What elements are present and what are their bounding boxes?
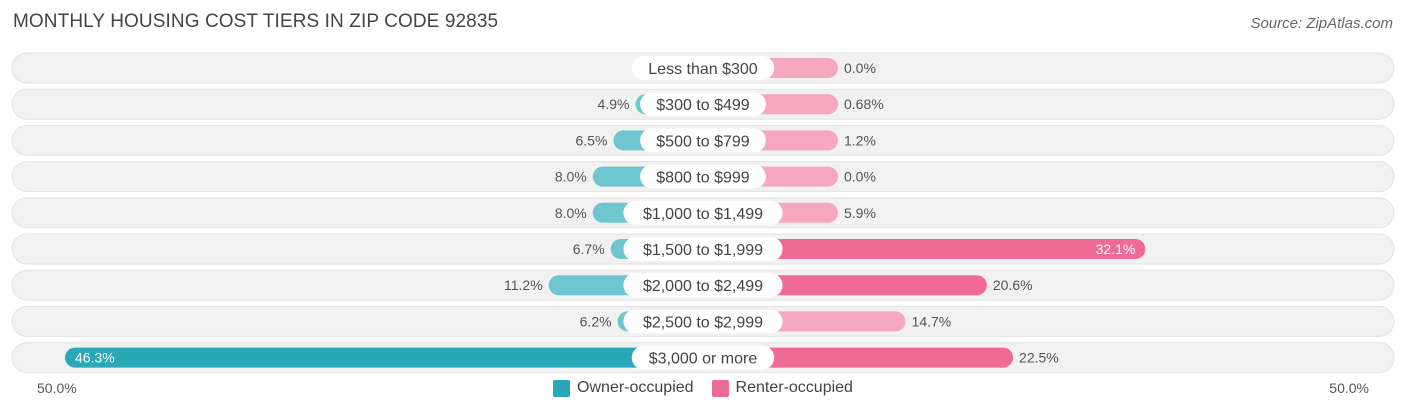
category-pill — [623, 273, 783, 298]
owner-value-label: 6.7% — [573, 241, 605, 257]
chart-title: MONTHLY HOUSING COST TIERS IN ZIP CODE 9… — [13, 11, 499, 32]
category-pill — [623, 200, 783, 225]
renter-value-label: 5.9% — [844, 205, 876, 221]
legend-item-renter: Renter-occupied — [711, 379, 853, 397]
legend: Owner-occupied Renter-occupied — [0, 379, 1406, 397]
category-label: $1,000 to $1,499 — [643, 206, 763, 223]
category-pill — [623, 237, 783, 261]
category-pill — [640, 164, 766, 189]
category-label: $800 to $999 — [656, 170, 750, 187]
renter-value-label: 14.7% — [912, 313, 952, 329]
category-label: $3,000 or more — [649, 351, 758, 368]
category-pill — [631, 56, 775, 80]
legend-renter-label: Renter-occupied — [735, 379, 853, 396]
legend-owner-label: Owner-occupied — [577, 379, 694, 396]
owner-value-label: 8.0% — [555, 169, 587, 185]
renter-value-label: 32.1% — [1096, 241, 1136, 257]
renter-value-label: 0.68% — [844, 96, 884, 112]
legend-item-owner: Owner-occupied — [553, 379, 694, 397]
source-label: Source: ZipAtlas.com — [1250, 15, 1393, 32]
renter-value-label: 20.6% — [993, 277, 1033, 293]
category-label: $2,500 to $2,999 — [643, 314, 763, 331]
category-label: Less than $300 — [648, 61, 758, 78]
renter-bar — [699, 347, 1014, 368]
category-pill — [623, 309, 783, 334]
owner-value-label: 11.2% — [504, 277, 543, 293]
category-label: $1,500 to $1,999 — [643, 242, 763, 259]
axis-left-label: 50.0% — [37, 380, 77, 396]
category-label: $2,000 to $2,499 — [643, 278, 763, 295]
category-pill — [631, 345, 775, 370]
owner-value-label: 46.3% — [75, 350, 115, 366]
owner-bar — [64, 347, 707, 368]
category-label: $300 to $499 — [656, 97, 750, 114]
category-pill — [640, 92, 766, 117]
renter-value-label: 0.0% — [844, 169, 876, 185]
renter-value-label: 22.5% — [1019, 350, 1059, 366]
renter-bar — [699, 239, 1146, 259]
renter-value-label: 0.0% — [844, 60, 876, 76]
owner-value-label: 4.9% — [598, 96, 630, 112]
renter-swatch — [711, 379, 729, 397]
owner-swatch — [553, 379, 571, 397]
owner-value-label: 8.0% — [555, 205, 587, 221]
renter-value-label: 1.2% — [844, 132, 876, 148]
axis-right-label: 50.0% — [1329, 380, 1369, 396]
owner-value-label: 6.5% — [576, 132, 608, 148]
category-label: $500 to $799 — [656, 133, 750, 150]
category-pill — [640, 128, 766, 153]
owner-value-label: 6.2% — [580, 313, 612, 329]
